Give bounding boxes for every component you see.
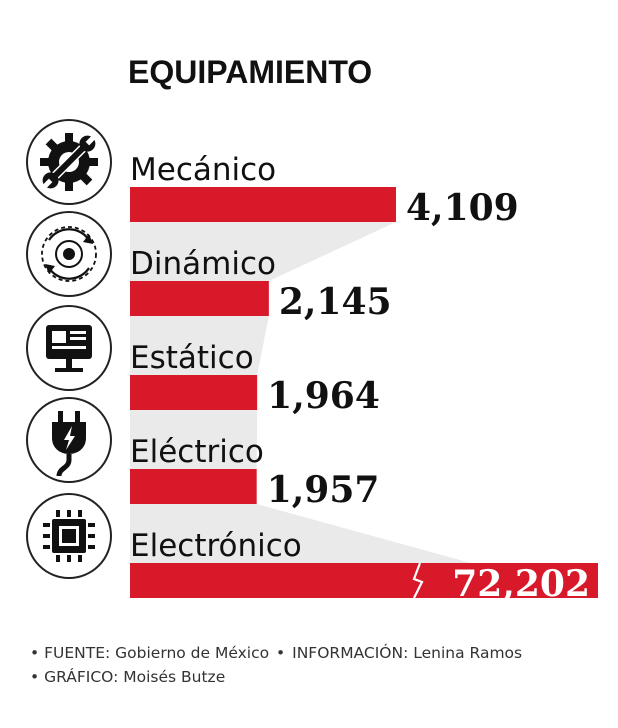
footer-bullet: • xyxy=(276,644,286,662)
bar-mecánico xyxy=(130,187,396,222)
footer-fuente-value: Gobierno de México xyxy=(115,644,270,662)
chip-icon xyxy=(26,493,112,579)
value-label: 4,109 xyxy=(406,187,519,229)
rotating-disc-icon xyxy=(26,211,112,297)
footer-grafico-label: GRÁFICO: xyxy=(44,668,119,686)
bar-dinámico xyxy=(130,281,269,316)
category-label: Estático xyxy=(130,340,254,376)
chart-title: EQUIPAMIENTO xyxy=(128,54,372,90)
footer-bullet: • xyxy=(30,668,40,686)
axis-break-mark xyxy=(412,562,424,599)
footer-info-label: INFORMACIÓN: xyxy=(292,644,409,662)
footer-source-line: • FUENTE: Gobierno de México • INFORMACI… xyxy=(30,644,522,662)
category-label: Eléctrico xyxy=(130,434,264,470)
value-label: 1,957 xyxy=(267,469,380,511)
value-label: 72,202 xyxy=(452,563,590,605)
bar-eléctrico xyxy=(130,469,257,504)
footer-grafico-value: Moisés Butze xyxy=(123,668,226,686)
plug-icon xyxy=(26,397,112,483)
category-label: Electrónico xyxy=(130,528,302,564)
category-label: Mecánico xyxy=(130,152,276,188)
bars xyxy=(130,187,598,599)
value-label: 1,964 xyxy=(267,375,380,417)
connector-band-2 xyxy=(130,410,258,469)
connector-band-1 xyxy=(130,316,269,375)
bar-estático xyxy=(130,375,258,410)
footer-credit-line: • GRÁFICO: Moisés Butze xyxy=(30,668,225,686)
category-label: Dinámico xyxy=(130,246,276,282)
footer-fuente-label: FUENTE: xyxy=(44,644,111,662)
connector-band-3 xyxy=(130,504,598,598)
category-labels: Mecánico Dinámico Estático Eléctrico Electró… xyxy=(130,152,302,564)
connector-bands xyxy=(130,222,598,598)
footer-info-value: Lenina Ramos xyxy=(413,644,523,662)
footer-bullet: • xyxy=(30,644,40,662)
monitor-icon xyxy=(26,305,112,391)
bar-electrónico xyxy=(130,563,598,598)
connector-band-0 xyxy=(130,222,396,281)
wrench-gear-icon xyxy=(26,119,112,205)
value-labels: 4,109 2,145 1,964 1,957 72,202 xyxy=(267,187,590,605)
value-label: 2,145 xyxy=(279,281,392,323)
